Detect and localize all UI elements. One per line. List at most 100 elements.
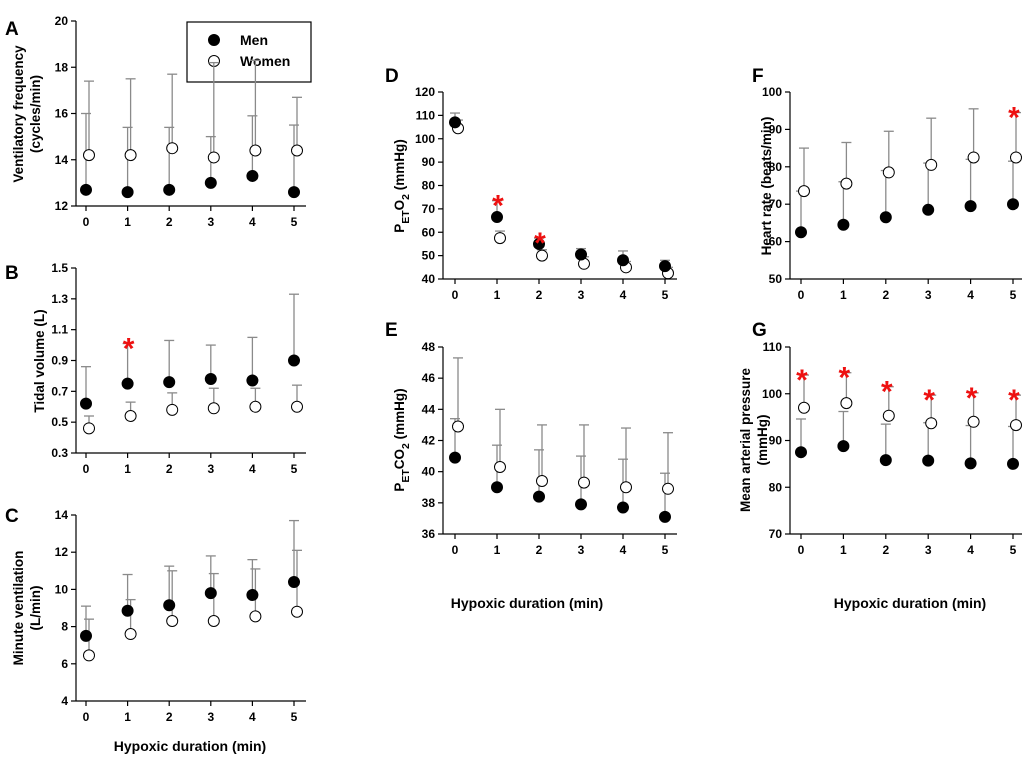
y-tick-label: 20 [55, 14, 69, 28]
men-point [575, 498, 587, 511]
y-tick-label: 70 [422, 202, 436, 216]
y-tick-label: 6 [61, 657, 68, 671]
women-point [166, 615, 179, 628]
y-tick-label: 60 [422, 225, 436, 239]
women-point [249, 400, 262, 413]
y-tick-label: 10 [55, 582, 69, 596]
x-tick-label: 1 [124, 462, 131, 476]
women-point [452, 420, 464, 433]
panel-g: G 70 80 90 100 110 0 1 2 3 4 5 Mean arterial pressur… [738, 320, 1022, 557]
y-tick-label: 48 [422, 340, 436, 354]
y-tick-label: 70 [769, 197, 783, 211]
significance-star: * [1008, 102, 1020, 135]
women-point [166, 142, 179, 155]
y-axis-title: Mean arterial pressure (mmHg) [738, 367, 770, 512]
women-point [249, 610, 262, 623]
men-point [491, 481, 503, 494]
y-tick-label: 90 [769, 122, 783, 136]
x-tick-label: 1 [494, 543, 501, 557]
men-point [204, 587, 217, 600]
men-point [246, 374, 259, 387]
x-tick-label: 1 [124, 710, 131, 724]
women-point [662, 482, 674, 495]
x-tick-label: 5 [291, 710, 298, 724]
x-tick-label: 5 [662, 543, 669, 557]
men-point [964, 200, 977, 213]
significance-star: * [966, 382, 978, 415]
x-tick-label: 1 [840, 288, 847, 302]
y-tick-label: 100 [762, 85, 782, 99]
y-tick-label: 60 [769, 235, 783, 249]
women-point [798, 401, 810, 414]
y-tick-label: 4 [61, 694, 68, 708]
xaxis-title-right: Hypoxic duration (min) [834, 595, 986, 611]
x-tick-label: 5 [1010, 543, 1017, 557]
y-tick-label: 80 [422, 179, 436, 193]
y-tick-label: 1.3 [51, 292, 68, 306]
men-point [617, 501, 629, 514]
y-tick-label: 14 [55, 508, 69, 522]
men-point [163, 183, 176, 196]
x-tick-label: 0 [83, 215, 90, 229]
x-tick-label: 0 [798, 288, 805, 302]
y-tick-label: 100 [762, 387, 782, 401]
panel-e: E 36 38 40 42 44 46 48 0 1 2 3 4 5 PETCO2 (mmHg) [385, 320, 677, 557]
y-tick-label: 40 [422, 465, 436, 479]
x-tick-label: 5 [1010, 288, 1017, 302]
x-tick-label: 2 [166, 215, 173, 229]
women-point [291, 605, 303, 618]
women-point [291, 144, 303, 157]
y-axis-title: PETO2 (mmHg) [392, 139, 412, 233]
y-tick-label: 80 [769, 160, 783, 174]
significance-star: * [123, 333, 135, 366]
x-tick-label: 3 [207, 710, 214, 724]
men-point [922, 203, 935, 216]
women-point [967, 151, 980, 164]
x-tick-label: 0 [798, 543, 805, 557]
men-point [617, 254, 629, 267]
men-point [533, 237, 545, 250]
y-tick-label: 50 [769, 272, 783, 286]
x-tick-label: 4 [967, 543, 974, 557]
x-tick-label: 0 [452, 288, 459, 302]
men-point [163, 376, 176, 389]
women-point [798, 185, 810, 198]
men-point [1007, 198, 1019, 211]
y-tick-label: 12 [55, 199, 69, 213]
panel-letter-b: B [5, 263, 19, 284]
men-point [837, 440, 850, 453]
panel-f: F 50 60 70 80 90 100 0 1 2 3 4 5 Heart rate (beats/mi… [752, 66, 1022, 302]
men-point [80, 397, 92, 410]
women-point [536, 249, 548, 262]
x-tick-label: 3 [578, 288, 585, 302]
x-tick-label: 2 [536, 288, 543, 302]
panel-letter-a: A [5, 19, 19, 40]
y-axis-title: PETCO2 (mmHg) [392, 388, 412, 491]
y-tick-label: 14 [55, 153, 69, 167]
panel-b: B 0.3 0.5 0.7 0.9 1.1 1.3 1.5 0 1 2 3 4 5 Tidal volume… [5, 261, 306, 476]
men-point [449, 116, 461, 129]
y-tick-label: 38 [422, 496, 436, 510]
women-point [620, 481, 632, 494]
women-point [124, 410, 137, 422]
men-point [879, 454, 892, 467]
significance-star: * [881, 376, 893, 409]
panel-d: D 40 50 60 70 80 90 100 110 120 0 1 2 3 4 5 PETO2 (mmHg)… [385, 66, 677, 302]
women-point [882, 409, 895, 422]
women-point [291, 400, 303, 413]
women-point [840, 177, 853, 190]
y-tick-label: 8 [61, 620, 68, 634]
men-point [80, 183, 92, 196]
y-tick-label: 100 [415, 132, 435, 146]
significance-star: * [492, 190, 504, 223]
women-point [925, 158, 938, 171]
x-tick-label: 3 [925, 543, 932, 557]
significance-star: * [534, 227, 546, 260]
women-point [1010, 419, 1022, 432]
x-tick-label: 2 [536, 543, 543, 557]
panel-letter-g: G [752, 320, 767, 341]
legend-women-label: Women [240, 53, 290, 69]
